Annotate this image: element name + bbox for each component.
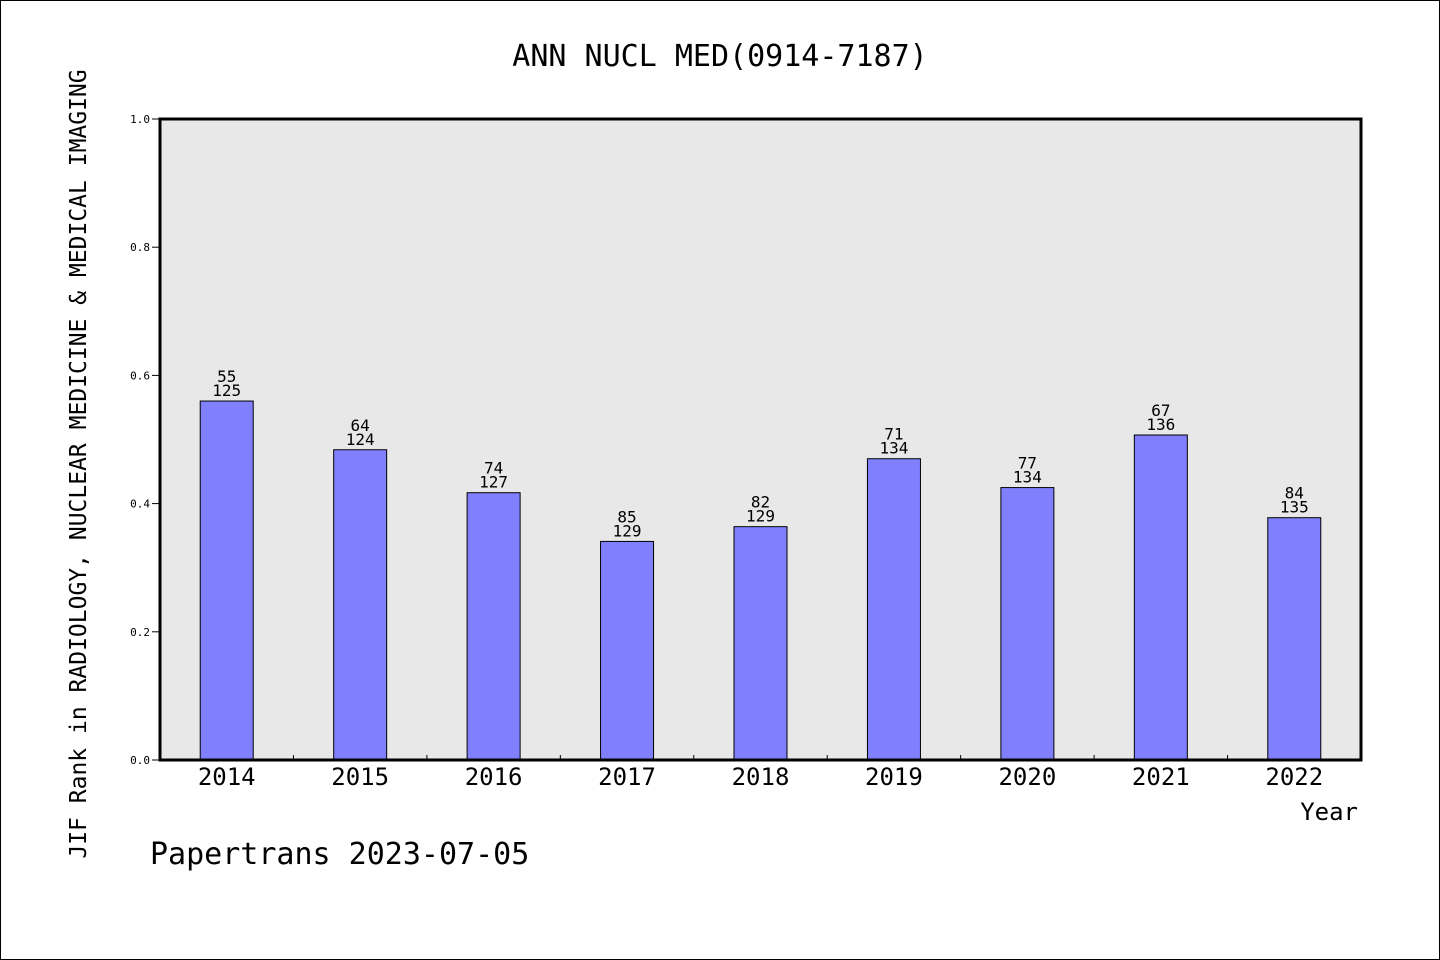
bar-rank-label: 82 bbox=[751, 493, 770, 512]
bar-rank-label: 71 bbox=[884, 425, 903, 444]
y-tick-label: 0.0 bbox=[130, 754, 150, 767]
x-tick-label: 2020 bbox=[998, 763, 1056, 791]
x-tick-label: 2021 bbox=[1132, 763, 1190, 791]
bar-2017 bbox=[600, 540, 655, 761]
bar-2022 bbox=[1267, 517, 1322, 761]
bar-rank-label: 85 bbox=[617, 507, 636, 526]
y-tick-label: 0.2 bbox=[130, 626, 150, 639]
x-tick-label: 2014 bbox=[198, 763, 256, 791]
x-tick-label: 2018 bbox=[732, 763, 790, 791]
x-tick-label: 2015 bbox=[331, 763, 389, 791]
bar-total-label: 127 bbox=[479, 473, 508, 492]
bar-2015 bbox=[333, 449, 388, 761]
bar-total-label: 135 bbox=[1280, 498, 1309, 517]
bar-2019 bbox=[866, 458, 921, 761]
bar-2021 bbox=[1133, 434, 1188, 761]
bar-rank-label: 84 bbox=[1285, 484, 1304, 503]
x-axis: 2014 2015 2016 2017 2018 2019 2020 2021 2022 bbox=[198, 755, 1323, 791]
bar-total-label: 134 bbox=[879, 439, 908, 458]
y-tick-label: 0.8 bbox=[130, 241, 150, 254]
bar-rank-label: 64 bbox=[351, 416, 370, 435]
y-axis: 0.0 0.2 0.4 0.6 0.8 1.0 bbox=[130, 113, 160, 767]
footer-credit: Papertrans 2023-07-05 bbox=[150, 837, 529, 872]
bar-total-label: 134 bbox=[1013, 468, 1042, 487]
x-tick-label: 2017 bbox=[598, 763, 656, 791]
bar-2016 bbox=[466, 492, 521, 761]
y-tick-label: 0.6 bbox=[130, 369, 150, 382]
bar-total-label: 129 bbox=[613, 521, 642, 540]
y-axis-label: JIF Rank in RADIOLOGY, NUCLEAR MEDICINE … bbox=[66, 69, 92, 858]
x-tick-label: 2022 bbox=[1265, 763, 1323, 791]
bar-rank-label: 67 bbox=[1151, 401, 1170, 420]
plot-border bbox=[158, 117, 1363, 762]
bars: 5512564124741278512982129711347713467136… bbox=[199, 367, 1322, 761]
x-axis-label: Year bbox=[1300, 798, 1358, 826]
bar-total-label: 136 bbox=[1146, 415, 1175, 434]
bar-total-label: 129 bbox=[746, 507, 775, 526]
y-tick-label: 1.0 bbox=[130, 113, 150, 126]
y-tick-label: 0.4 bbox=[130, 498, 150, 511]
bar-rank-label: 74 bbox=[484, 459, 503, 478]
chart-title: ANN NUCL MED(0914-7187) bbox=[512, 39, 927, 74]
x-tick-label: 2016 bbox=[465, 763, 523, 791]
bar-total-label: 125 bbox=[212, 381, 241, 400]
bar-rank-label: 55 bbox=[217, 367, 236, 386]
x-tick-label: 2019 bbox=[865, 763, 923, 791]
bar-2014 bbox=[199, 400, 254, 761]
bar-total-label: 124 bbox=[346, 430, 375, 449]
bar-rank-label: 77 bbox=[1018, 454, 1037, 473]
bar-2018 bbox=[733, 526, 788, 761]
bar-2020 bbox=[1000, 487, 1055, 761]
